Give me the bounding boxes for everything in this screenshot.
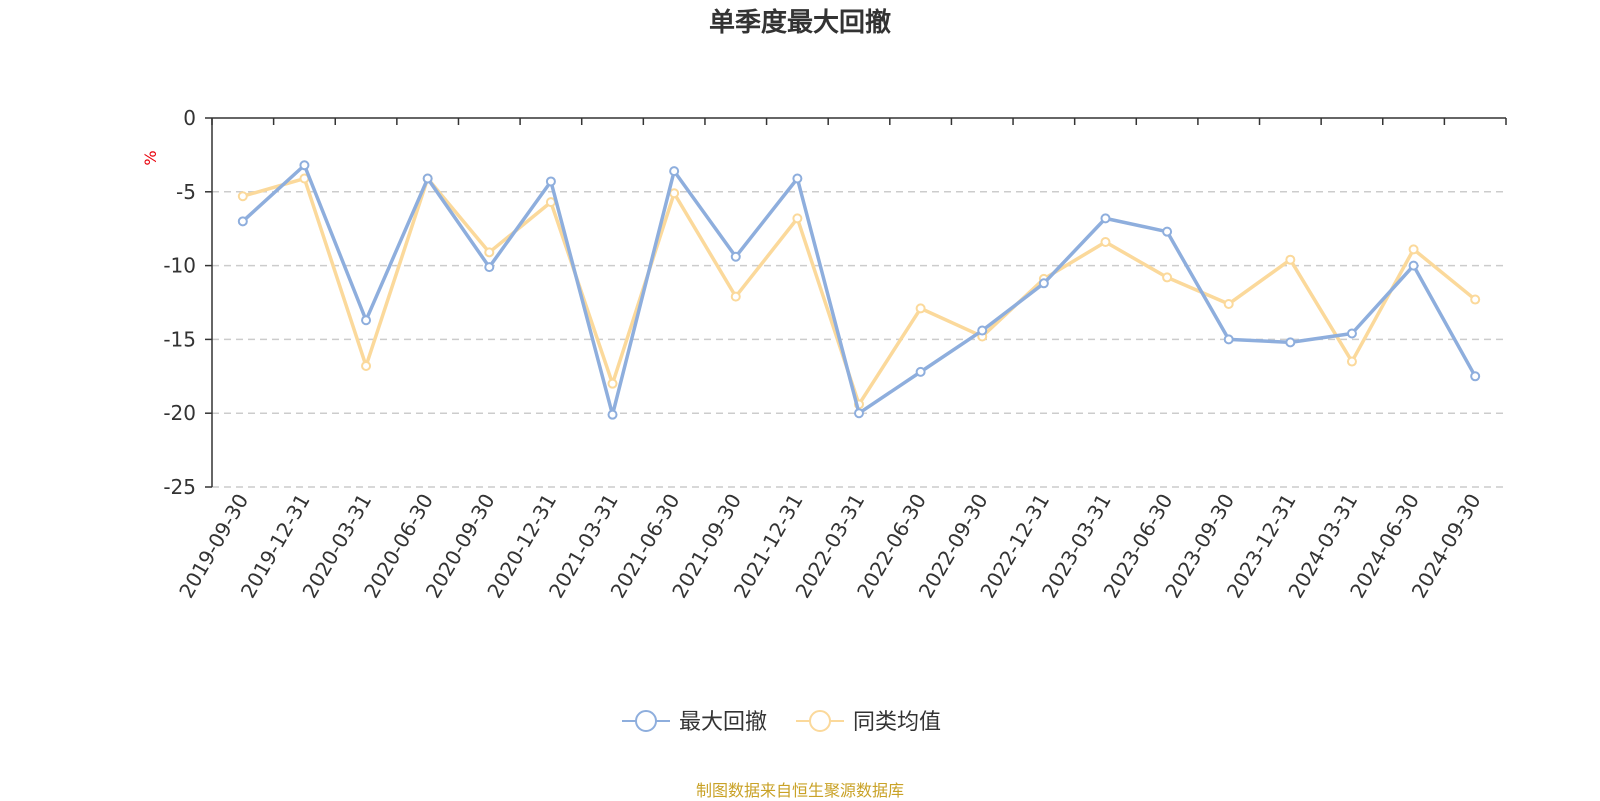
series-line xyxy=(241,163,1477,417)
series-1 xyxy=(237,160,1481,420)
series-layer xyxy=(237,160,1481,420)
y-axis-unit-label: % xyxy=(141,150,160,165)
data-point xyxy=(1100,213,1111,224)
chart-title: 单季度最大回撤 xyxy=(708,8,891,38)
data-point xyxy=(1285,254,1296,265)
data-point xyxy=(422,173,433,184)
data-point xyxy=(1223,298,1234,309)
data-point xyxy=(1408,260,1419,271)
y-tick-label: -20 xyxy=(163,401,196,425)
legend-item-1[interactable]: 最大回撤 xyxy=(622,710,767,735)
data-point xyxy=(484,262,495,273)
data-point xyxy=(607,378,618,389)
data-point xyxy=(915,303,926,314)
data-point xyxy=(1285,337,1296,348)
data-point xyxy=(669,166,680,177)
series-line xyxy=(242,176,1477,407)
data-point xyxy=(730,251,741,262)
data-point xyxy=(1162,272,1173,283)
data-point xyxy=(1408,244,1419,255)
y-tick-label: -25 xyxy=(163,475,196,499)
y-tick-label: -5 xyxy=(176,180,196,204)
axes xyxy=(211,117,1506,487)
y-tick-label: -10 xyxy=(163,254,196,278)
data-point xyxy=(607,409,618,420)
data-point xyxy=(545,176,556,187)
data-point xyxy=(545,197,556,208)
data-point xyxy=(361,315,372,326)
data-point xyxy=(915,366,926,377)
legend-item-2[interactable]: 同类均值 xyxy=(796,710,941,735)
data-point xyxy=(1346,356,1357,367)
data-point xyxy=(361,360,372,371)
y-tick-label: -15 xyxy=(163,327,196,351)
y-tick-label: 0 xyxy=(183,106,196,130)
data-point xyxy=(792,173,803,184)
data-point xyxy=(669,188,680,199)
legend-label: 同类均值 xyxy=(853,710,941,735)
data-point xyxy=(730,291,741,302)
data-point xyxy=(299,160,310,171)
data-point xyxy=(237,191,248,202)
data-point xyxy=(977,325,988,336)
data-point xyxy=(1100,236,1111,247)
data-point xyxy=(1470,371,1481,382)
legend-marker-icon xyxy=(809,710,831,732)
source-note: 制图数据来自恒生聚源数据库 xyxy=(695,781,904,800)
legend: 最大回撤 同类均值 xyxy=(622,710,941,735)
x-axis-ticks: 2019-09-302019-12-312020-03-312020-06-30… xyxy=(174,118,1507,602)
data-point xyxy=(237,216,248,227)
data-point xyxy=(1470,294,1481,305)
data-point xyxy=(484,247,495,258)
data-point xyxy=(1346,328,1357,339)
data-point xyxy=(1162,226,1173,237)
legend-label: 最大回撤 xyxy=(679,710,767,735)
series-2 xyxy=(237,173,1481,410)
data-point xyxy=(854,408,864,419)
legend-marker-icon xyxy=(635,710,657,732)
data-point xyxy=(1038,278,1049,289)
data-point xyxy=(792,213,803,224)
y-axis-ticks: 0 -5 -10 -15 -20 -25 xyxy=(163,106,212,499)
data-point xyxy=(1223,334,1234,345)
